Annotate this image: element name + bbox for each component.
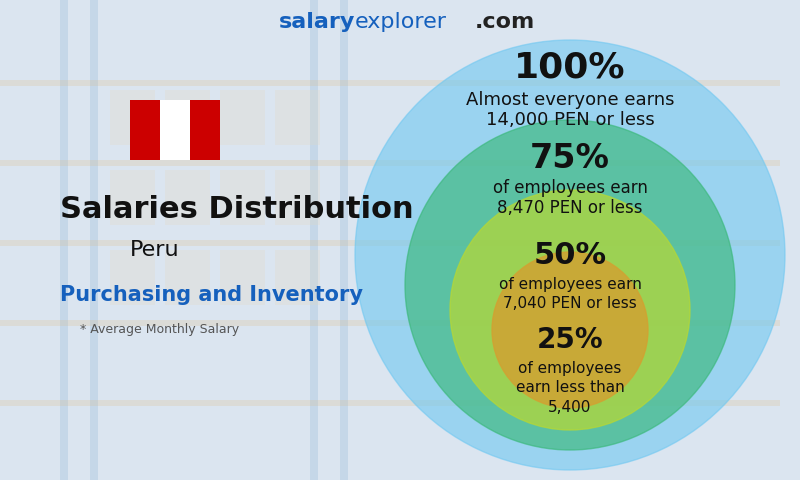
Text: 8,470 PEN or less: 8,470 PEN or less <box>498 199 642 217</box>
Circle shape <box>450 190 690 430</box>
Circle shape <box>492 252 648 408</box>
Bar <box>160 100 190 160</box>
Circle shape <box>355 40 785 470</box>
Circle shape <box>405 120 735 450</box>
Text: 100%: 100% <box>514 51 626 85</box>
Text: earn less than: earn less than <box>516 381 624 396</box>
Bar <box>60 0 68 480</box>
Bar <box>110 90 155 145</box>
Bar <box>220 250 265 305</box>
Text: 14,000 PEN or less: 14,000 PEN or less <box>486 111 654 129</box>
Bar <box>0 320 780 326</box>
Text: explorer: explorer <box>355 12 447 32</box>
Text: 25%: 25% <box>537 326 603 354</box>
Bar <box>220 170 265 225</box>
Text: salary: salary <box>278 12 355 32</box>
Bar <box>165 170 210 225</box>
Text: Almost everyone earns: Almost everyone earns <box>466 91 674 109</box>
Bar <box>0 80 780 86</box>
Bar <box>165 90 210 145</box>
Bar <box>190 100 220 160</box>
Text: Salaries Distribution: Salaries Distribution <box>60 195 414 225</box>
Bar <box>0 240 780 246</box>
Text: of employees earn: of employees earn <box>493 179 647 197</box>
Bar <box>130 100 160 160</box>
Bar <box>0 160 780 166</box>
Bar <box>110 250 155 305</box>
Text: 50%: 50% <box>534 241 606 271</box>
Text: * Average Monthly Salary: * Average Monthly Salary <box>80 324 239 336</box>
Bar <box>275 90 320 145</box>
Text: 7,040 PEN or less: 7,040 PEN or less <box>503 297 637 312</box>
Bar <box>220 90 265 145</box>
Text: 75%: 75% <box>530 142 610 175</box>
Bar <box>340 0 348 480</box>
Bar <box>275 170 320 225</box>
Bar <box>0 400 780 406</box>
Bar <box>165 250 210 305</box>
Bar <box>90 0 98 480</box>
Text: 5,400: 5,400 <box>548 400 592 416</box>
Bar <box>310 0 318 480</box>
Text: of employees: of employees <box>518 360 622 375</box>
Text: .com: .com <box>475 12 535 32</box>
Text: Purchasing and Inventory: Purchasing and Inventory <box>60 285 363 305</box>
Text: Peru: Peru <box>130 240 180 260</box>
Bar <box>110 170 155 225</box>
Text: of employees earn: of employees earn <box>498 276 642 291</box>
Bar <box>275 250 320 305</box>
